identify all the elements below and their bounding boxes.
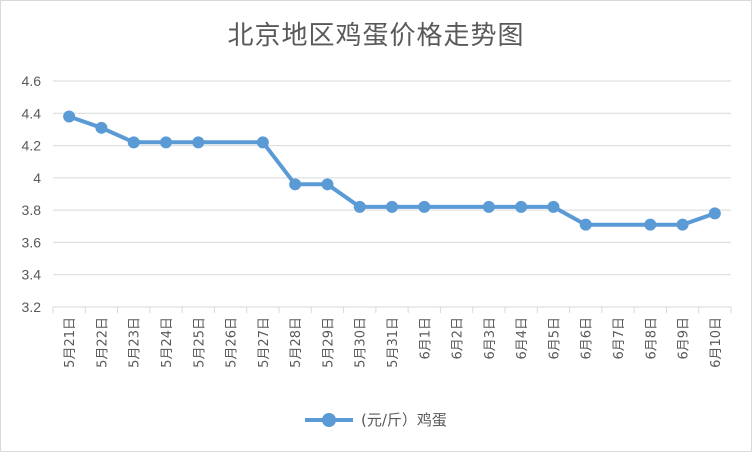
x-tick-label: 6月5日 bbox=[547, 317, 562, 360]
x-tick-label: 6月4日 bbox=[515, 317, 530, 360]
y-tick-label: 4.6 bbox=[22, 73, 42, 89]
x-tick-label: 6月7日 bbox=[612, 317, 627, 360]
x-tick-label: 5月22日 bbox=[95, 317, 110, 368]
data-point bbox=[321, 178, 334, 191]
legend-label: (元/斤）鸡蛋 bbox=[361, 411, 447, 429]
x-tick-label: 5月28日 bbox=[289, 317, 304, 368]
x-tick-label: 5月29日 bbox=[321, 317, 336, 368]
x-tick-label: 6月1日 bbox=[418, 317, 433, 360]
data-point bbox=[256, 136, 269, 149]
x-tick-label: 6月9日 bbox=[677, 317, 692, 360]
x-tick-label: 6月2日 bbox=[451, 317, 466, 360]
y-tick-label: 3.4 bbox=[22, 267, 42, 283]
y-tick-label: 3.8 bbox=[22, 202, 42, 218]
data-point bbox=[63, 110, 76, 123]
data-point bbox=[418, 200, 431, 213]
data-point bbox=[676, 218, 689, 231]
x-tick-label: 5月24日 bbox=[160, 317, 175, 368]
data-point bbox=[160, 136, 172, 149]
data-point bbox=[353, 200, 366, 213]
legend-marker-icon bbox=[305, 412, 354, 427]
data-point bbox=[127, 136, 140, 149]
x-tick-label: 6月3日 bbox=[483, 317, 498, 360]
legend: (元/斤）鸡蛋 bbox=[1, 409, 751, 430]
data-point bbox=[547, 200, 560, 213]
data-point bbox=[95, 121, 108, 134]
x-tick-label: 5月27日 bbox=[257, 317, 272, 368]
x-tick-label: 5月31日 bbox=[386, 317, 401, 368]
y-tick-label: 4.2 bbox=[22, 138, 42, 154]
data-point bbox=[192, 136, 205, 149]
data-point bbox=[515, 200, 528, 213]
data-point bbox=[482, 200, 495, 213]
data-point bbox=[644, 218, 657, 231]
x-tick-label: 5月26日 bbox=[225, 317, 240, 368]
x-tick-label: 6月6日 bbox=[580, 317, 595, 360]
x-tick-label: 6月8日 bbox=[644, 317, 659, 360]
data-point bbox=[708, 207, 721, 220]
y-tick-label: 4.4 bbox=[22, 105, 42, 121]
x-tick-label: 5月30日 bbox=[354, 317, 369, 368]
x-tick-label: 5月23日 bbox=[128, 317, 143, 368]
y-tick-label: 4 bbox=[33, 170, 41, 186]
chart-title: 北京地区鸡蛋价格走势图 bbox=[227, 21, 525, 51]
x-tick-label: 6月10日 bbox=[709, 317, 724, 368]
data-point bbox=[289, 178, 302, 191]
data-point bbox=[579, 218, 592, 231]
y-tick-label: 3.6 bbox=[22, 234, 42, 250]
y-tick-label: 3.2 bbox=[22, 299, 42, 315]
x-tick-label: 5月25日 bbox=[192, 317, 207, 368]
data-point bbox=[386, 200, 398, 213]
x-tick-label: 5月21日 bbox=[63, 317, 78, 368]
